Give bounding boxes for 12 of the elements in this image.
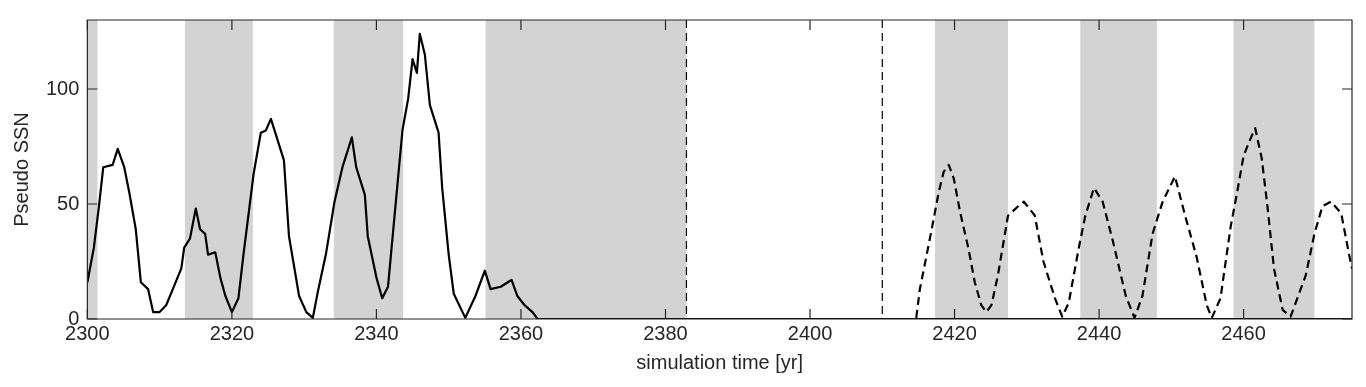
y-tick-label: 100 [45,76,80,99]
x-tick-label: 2340 [354,321,399,344]
y-tick-label: 50 [57,191,80,214]
x-tick-label: 2320 [209,321,255,344]
x-tick-label: 2440 [1076,321,1122,344]
x-tick-label: 2400 [787,321,833,344]
x-tick-label: 2360 [498,321,544,344]
x-tick-label: 2420 [932,321,977,344]
x-axis-title: simulation time [yr] [636,350,804,373]
y-axis-title: Pseudo SSN [9,112,32,227]
x-tick-label: 2460 [1221,321,1266,344]
x-tick-label: 2380 [643,321,688,344]
